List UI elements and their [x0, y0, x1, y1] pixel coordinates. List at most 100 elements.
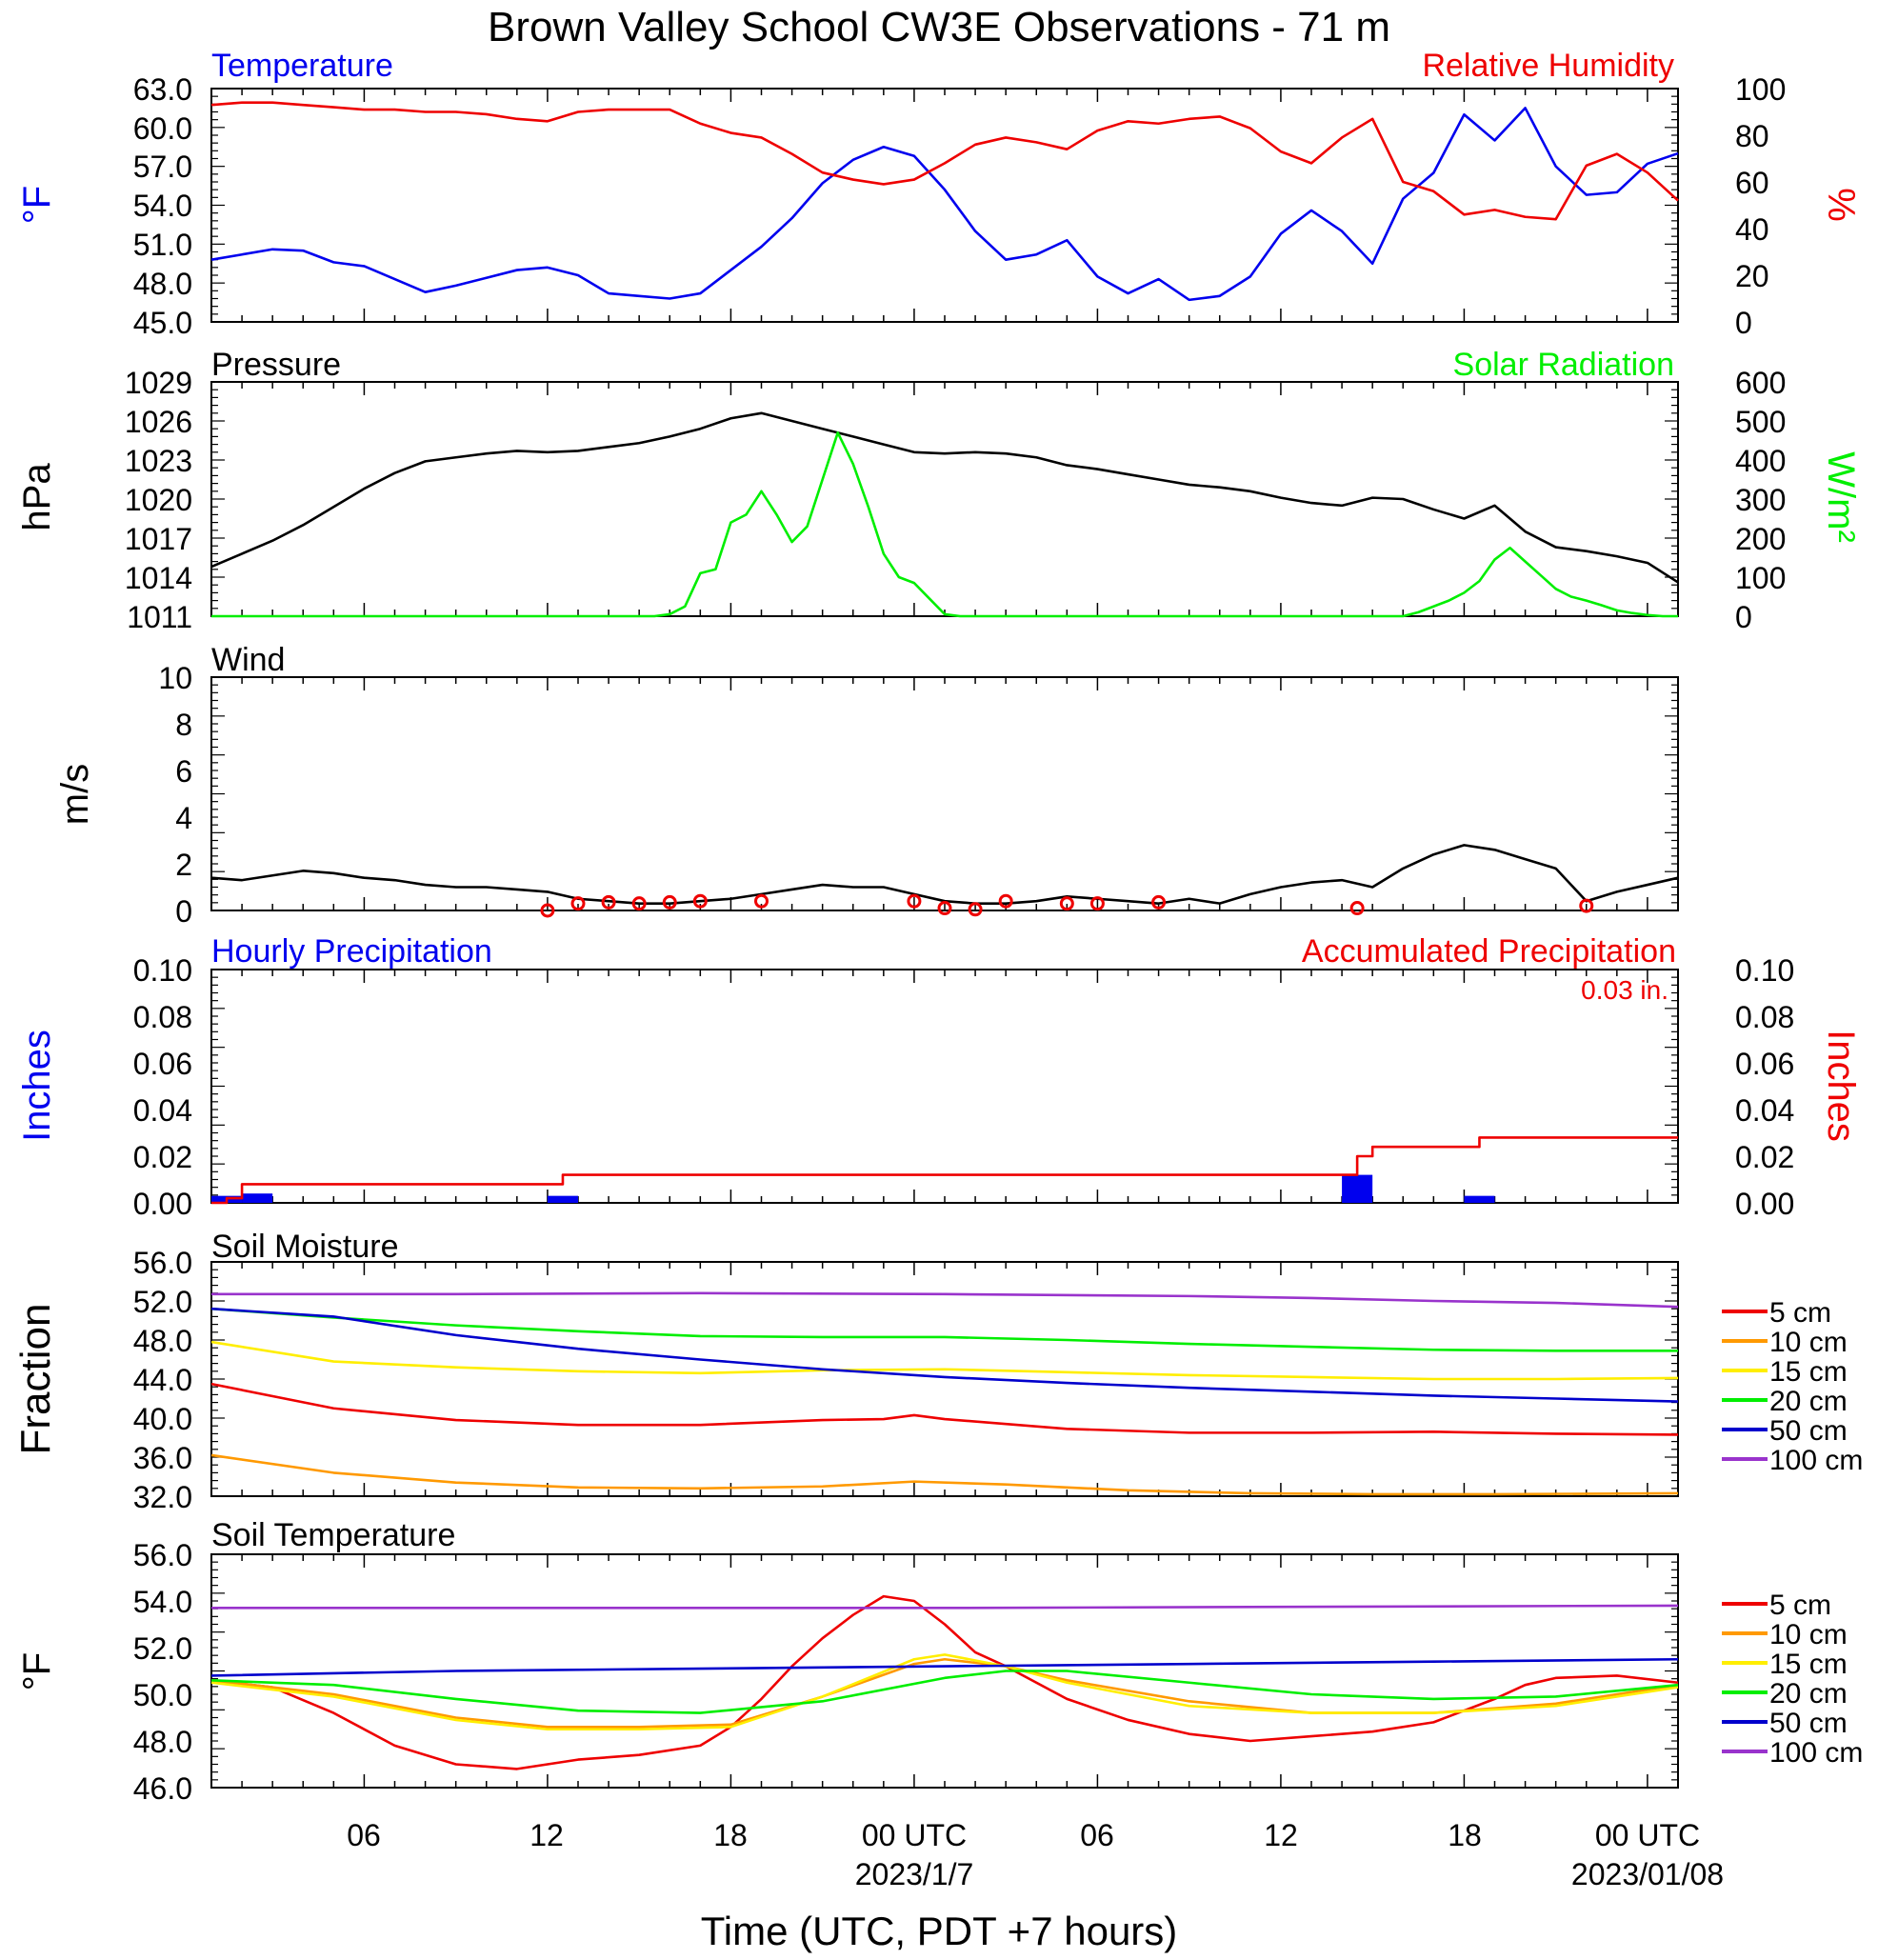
y-tick-label: 1020: [125, 483, 192, 517]
precip-bar: [242, 1193, 273, 1203]
y-tick-label: 0: [175, 894, 192, 929]
soil-temp-title: Soil Temperature: [211, 1517, 455, 1553]
y-tick-label: 0.04: [1735, 1093, 1794, 1128]
y-tick-label: 0.02: [133, 1140, 192, 1174]
y-tick-label: 48.0: [133, 1324, 192, 1358]
legend-label: 5 cm: [1769, 1590, 1831, 1621]
x-tick-date: 2023/01/08: [1571, 1857, 1724, 1891]
panel-soil-moisture: Soil Moisture Fraction 56.0 52.0 48.0 44…: [12, 1229, 1863, 1514]
x-tick-date: 2023/1/7: [855, 1857, 974, 1891]
series-line-20-cm: [210, 1670, 1679, 1714]
soil-temp-legend: 5 cm 10 cm 15 cm 20 cm 50 cm 100 cm: [1722, 1590, 1863, 1769]
pressure-left-ticks: 1029 1026 1023 1020 1017 1014 1011: [125, 366, 192, 634]
y-tick-label: 0.00: [133, 1187, 192, 1221]
legend-label: 50 cm: [1769, 1415, 1848, 1447]
y-tick-label: 44.0: [133, 1363, 192, 1397]
y-tick-label: 100: [1735, 561, 1786, 595]
panel-soil-temperature: Soil Temperature °F 56.0 54.0 52.0 50.0 …: [16, 1517, 1863, 1806]
calm-marker: [570, 896, 586, 911]
y-tick-label: 63.0: [133, 72, 192, 107]
soil-temp-left-ticks: 56.0 54.0 52.0 50.0 48.0 46.0: [133, 1538, 192, 1806]
y-tick-label: 40: [1735, 212, 1769, 247]
y-tick-label: 45.0: [133, 306, 192, 340]
y-tick-label: 1026: [125, 405, 192, 439]
temperature-unit: °F: [16, 186, 58, 224]
plot-layer: [210, 88, 1679, 1789]
x-tick-label: 00 UTC: [862, 1818, 967, 1852]
series-line-temperature: [210, 107, 1679, 302]
y-tick-label: 48.0: [133, 1725, 192, 1759]
y-tick-label: 0: [1735, 306, 1752, 340]
y-tick-label: 0.02: [1735, 1140, 1794, 1174]
series-line-15-cm: [210, 1653, 1679, 1731]
y-tick-label: 0.10: [1735, 953, 1794, 988]
soil-moisture-unit: Fraction: [12, 1304, 59, 1455]
y-tick-label: 1014: [125, 561, 192, 595]
series-line-20-cm: [210, 1307, 1678, 1352]
series-line-15-cm: [210, 1340, 1679, 1381]
humidity-unit: %: [1820, 188, 1862, 222]
legend-label: 10 cm: [1769, 1619, 1848, 1650]
y-tick-label: 20: [1735, 259, 1769, 293]
wind-left-ticks: 10 8 6 4 2 0: [158, 661, 192, 929]
wind-unit: m/s: [54, 764, 96, 825]
panel-wind: Wind m/s 10 8 6 4 2 0: [54, 642, 285, 929]
chart-title: Brown Valley School CW3E Observations - …: [488, 4, 1390, 50]
y-tick-label: 60.0: [133, 111, 192, 146]
y-tick-label: 54.0: [133, 1585, 192, 1619]
x-tick-label: 00 UTC: [1595, 1818, 1700, 1852]
series-line-10-cm: [210, 1453, 1679, 1496]
series-line-relative-humidity: [210, 101, 1679, 221]
y-tick-label: 1029: [125, 366, 192, 400]
y-tick-label: 56.0: [133, 1538, 192, 1572]
y-tick-label: 51.0: [133, 228, 192, 262]
y-tick-label: 0.10: [133, 953, 192, 988]
calm-marker: [1349, 901, 1365, 916]
precip-bar: [547, 1195, 578, 1203]
calm-marker: [1151, 894, 1167, 910]
series-line-100-cm: [211, 1291, 1679, 1309]
calm-marker: [907, 893, 922, 909]
y-tick-label: 0.06: [133, 1047, 192, 1081]
series-line-50-cm: [210, 1307, 1679, 1403]
x-tick-label: 06: [347, 1818, 381, 1852]
x-tick-label: 18: [713, 1818, 748, 1852]
calm-marker: [692, 893, 708, 909]
precip-right-ticks: 0.10 0.08 0.06 0.04 0.02 0.00: [1735, 953, 1794, 1221]
y-tick-label: 0.04: [133, 1093, 192, 1128]
series-line-100-cm: [211, 1604, 1679, 1610]
calm-marker: [601, 894, 616, 910]
y-tick-label: 32.0: [133, 1480, 192, 1514]
y-tick-label: 600: [1735, 366, 1786, 400]
calm-marker: [1089, 896, 1105, 911]
y-tick-label: 60: [1735, 166, 1769, 200]
y-tick-label: 80: [1735, 119, 1769, 153]
precip-left-ticks: 0.10 0.08 0.06 0.04 0.02 0.00: [133, 953, 192, 1221]
y-tick-label: 0: [1735, 600, 1752, 634]
soil-temp-unit: °F: [16, 1652, 58, 1690]
x-tick-label: 12: [1264, 1818, 1298, 1852]
x-tick-label: 12: [529, 1818, 564, 1852]
series-line-5-cm: [210, 1594, 1679, 1770]
legend-label: 50 cm: [1769, 1708, 1848, 1739]
x-axis-label: Time (UTC, PDT +7 hours): [701, 1909, 1178, 1953]
legend-label: 15 cm: [1769, 1356, 1848, 1388]
wind-title: Wind: [211, 642, 285, 678]
legend-label: 100 cm: [1769, 1445, 1863, 1476]
solar-unit: W/m²: [1820, 451, 1862, 543]
hourly-precip-title: Hourly Precipitation: [211, 933, 492, 970]
precip-bar: [1342, 1174, 1373, 1203]
temperature-title: Temperature: [211, 48, 393, 84]
y-tick-label: 200: [1735, 522, 1786, 556]
calm-marker: [1059, 896, 1074, 911]
panel-pressure: Pressure Solar Radiation hPa W/m² 1029 1…: [16, 347, 1862, 634]
y-tick-label: 52.0: [133, 1631, 192, 1666]
legend-label: 20 cm: [1769, 1386, 1848, 1417]
soil-moisture-legend: 5 cm 10 cm 15 cm 20 cm 50 cm 100 cm: [1722, 1297, 1863, 1476]
y-tick-label: 0.00: [1735, 1187, 1794, 1221]
y-tick-label: 50.0: [133, 1678, 192, 1712]
calm-marker: [998, 893, 1013, 909]
legend-label: 20 cm: [1769, 1678, 1848, 1710]
y-tick-label: 4: [175, 801, 192, 835]
